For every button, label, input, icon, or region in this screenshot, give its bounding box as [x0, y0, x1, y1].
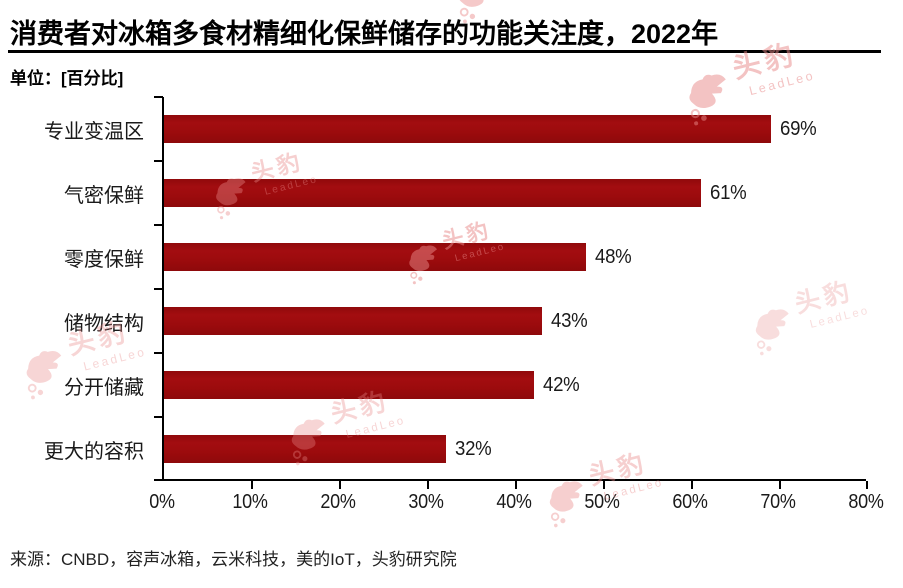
category-label: 专业变温区 — [44, 120, 144, 143]
x-axis-tick — [251, 481, 253, 489]
y-axis-tick — [154, 96, 163, 98]
bar-value-label: 61% — [710, 181, 747, 204]
page-title: 消费者对冰箱多食材精细化保鲜储存的功能关注度，2022年 — [10, 19, 719, 49]
title-divider — [8, 50, 881, 53]
x-axis-tick-label: 40% — [496, 491, 532, 513]
bar-value-label: 69% — [780, 117, 817, 140]
x-axis-tick — [427, 481, 429, 489]
bar — [164, 179, 701, 207]
x-axis-tick-label: 50% — [584, 491, 620, 513]
x-axis-tick — [603, 481, 605, 489]
x-axis-tick-label: 30% — [408, 491, 444, 513]
y-axis-tick — [154, 288, 163, 290]
x-axis-tick — [339, 481, 341, 489]
x-axis-tick — [779, 481, 781, 489]
category-label: 分开储藏 — [64, 376, 144, 399]
x-axis-tick-label: 60% — [672, 491, 708, 513]
bar — [164, 243, 586, 271]
y-axis-tick — [154, 352, 163, 354]
y-axis-tick — [154, 416, 163, 418]
x-axis-tick — [515, 481, 517, 489]
source-note: 来源：CNBD，容声冰箱，云米科技，美的IoT，头豹研究院 — [10, 550, 457, 569]
y-axis-tick — [154, 224, 163, 226]
bar-value-label: 32% — [455, 437, 492, 460]
x-axis-tick — [866, 481, 868, 489]
bar-chart-plot-area: 69% 61% 48% 43% 42% 32% — [154, 96, 868, 489]
x-axis-tick-label: 80% — [848, 491, 884, 513]
category-axis: 专业变温区气密保鲜零度保鲜储物结构分开储藏更大的容积 — [0, 97, 152, 481]
x-axis-tick-label: 70% — [760, 491, 796, 513]
category-label: 气密保鲜 — [64, 184, 144, 207]
category-label: 零度保鲜 — [64, 248, 144, 271]
bar — [164, 115, 771, 143]
x-axis-labels: 0% 10% 20% 30% 40% 50% 60% 70% 80% — [149, 491, 884, 517]
bar-value-label: 48% — [595, 245, 632, 268]
y-axis-tick — [154, 479, 163, 481]
x-axis-tick-label: 20% — [320, 491, 356, 513]
x-axis-tick-label: 0% — [149, 491, 175, 513]
bar — [164, 371, 534, 399]
category-label: 更大的容积 — [44, 440, 144, 463]
watermark-en-label: LeadLeo — [747, 67, 817, 99]
bar-value-label: 43% — [551, 309, 588, 332]
x-axis-tick-label: 10% — [232, 491, 268, 513]
bar — [164, 435, 446, 463]
bar-value-label: 42% — [543, 373, 580, 396]
category-label: 储物结构 — [64, 312, 144, 335]
x-axis-tick — [691, 481, 693, 489]
bar — [164, 307, 542, 335]
y-axis-tick — [154, 160, 163, 162]
unit-label: 单位：[百分比] — [10, 69, 124, 88]
